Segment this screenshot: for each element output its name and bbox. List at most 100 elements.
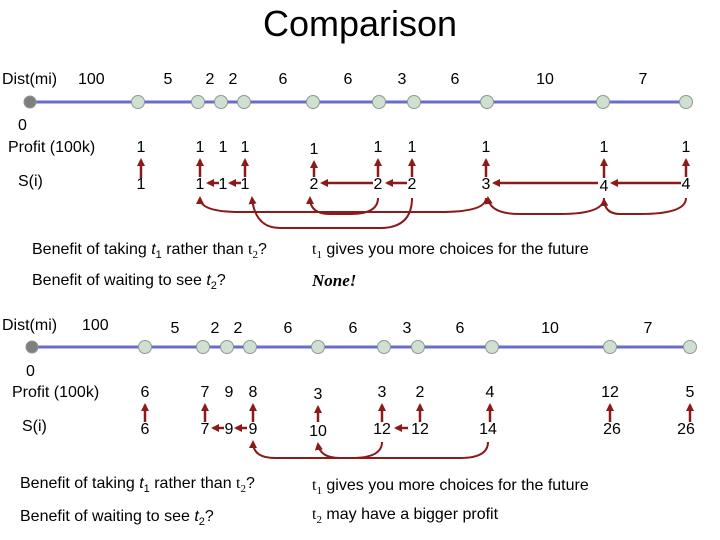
profit-row: 1 1 1 1 1 1 1 1 1 1 bbox=[137, 139, 691, 158]
site-node bbox=[377, 340, 391, 354]
distance-label: 3 bbox=[398, 71, 407, 88]
profit-value: 1 bbox=[374, 139, 383, 156]
s-curve bbox=[196, 196, 487, 213]
s-curve bbox=[484, 196, 605, 215]
s-value: 6 bbox=[141, 421, 150, 438]
q1-t2-sub: 2 bbox=[253, 249, 259, 261]
site-node bbox=[237, 95, 251, 109]
dist-label: Dist(mi) bbox=[2, 71, 57, 88]
profit-label: Profit (100k) bbox=[8, 139, 95, 156]
q2-pre: Benefit of waiting to see bbox=[20, 508, 194, 525]
distance-label: 6 bbox=[451, 71, 460, 88]
s-value: 10 bbox=[309, 423, 327, 440]
s-value: 2 bbox=[310, 176, 319, 193]
q2-sub: 2 bbox=[211, 280, 217, 292]
s-curves bbox=[196, 196, 687, 229]
q2-t: t bbox=[206, 272, 211, 289]
profit-value: 1 bbox=[241, 139, 250, 156]
a1-rest: gives you more choices for the future bbox=[322, 241, 589, 258]
profit-value: 1 bbox=[219, 139, 228, 156]
q2-end: ? bbox=[205, 508, 214, 525]
site-node bbox=[603, 340, 617, 354]
s-value: 1 bbox=[196, 176, 205, 193]
s-value: 12 bbox=[373, 421, 391, 438]
s-row: 1 1 1 1 2 2 2 3 4 4 bbox=[137, 176, 691, 195]
a1-sub: 1 bbox=[316, 249, 322, 261]
a1-t: t bbox=[312, 241, 317, 258]
profit-value: 2 bbox=[416, 384, 425, 401]
a2-sub: 2 bbox=[316, 514, 322, 526]
profit-value: 9 bbox=[225, 384, 234, 401]
profit-value: 1 bbox=[682, 139, 691, 156]
profit-value: 1 bbox=[600, 139, 609, 156]
site-node bbox=[679, 95, 693, 109]
q1-t2-sub: 2 bbox=[241, 483, 247, 495]
profit-value: 4 bbox=[486, 384, 495, 401]
site-node bbox=[480, 95, 494, 109]
profit-arrows bbox=[137, 158, 690, 178]
distance-label: 3 bbox=[403, 320, 412, 337]
distance-label: 10 bbox=[536, 71, 554, 88]
q1-pre: Benefit of taking bbox=[20, 475, 139, 492]
s-value: 4 bbox=[682, 176, 691, 193]
site-node bbox=[138, 340, 152, 354]
route-nodes bbox=[25, 340, 697, 354]
s-value: 14 bbox=[479, 421, 497, 438]
question-benefit-waiting: Benefit of waiting to see t2? bbox=[20, 508, 214, 528]
site-node bbox=[411, 340, 425, 354]
dist-start-value: 100 bbox=[82, 317, 109, 334]
profit-value: 3 bbox=[314, 386, 323, 403]
start-extra-label: 0 bbox=[26, 363, 35, 380]
q2-sub: 2 bbox=[199, 516, 205, 528]
q1-mid: rather than bbox=[150, 475, 236, 492]
s-curves bbox=[249, 440, 489, 459]
site-node bbox=[407, 95, 421, 109]
s-curve bbox=[314, 441, 383, 459]
distance-label: 6 bbox=[279, 71, 288, 88]
q1-t2: t bbox=[236, 475, 241, 492]
a2-rest: may have a bigger profit bbox=[322, 506, 499, 523]
dist-start-value: 100 bbox=[78, 71, 105, 88]
site-node bbox=[372, 95, 386, 109]
distance-label: 2 bbox=[206, 71, 215, 88]
start-node bbox=[23, 95, 37, 109]
profit-value: 3 bbox=[378, 384, 387, 401]
dist-label: Dist(mi) bbox=[2, 317, 57, 334]
site-node bbox=[220, 340, 234, 354]
profit-value: 1 bbox=[482, 139, 491, 156]
s-curve bbox=[248, 196, 413, 229]
profit-value: 8 bbox=[249, 384, 258, 401]
profit-value: 1 bbox=[408, 139, 417, 156]
question-benefit-waiting: Benefit of waiting to see t2? bbox=[32, 272, 226, 292]
s-curve bbox=[249, 440, 489, 459]
answer-benefit-taking: t1 gives you more choices for the future bbox=[312, 241, 589, 261]
distance-label: 7 bbox=[639, 71, 648, 88]
profit-row: 6 7 9 8 3 3 2 4 12 5 bbox=[141, 384, 695, 403]
site-node bbox=[243, 340, 257, 354]
profit-value: 1 bbox=[310, 141, 319, 158]
distance-label: 2 bbox=[211, 320, 220, 337]
distance-label: 6 bbox=[456, 320, 465, 337]
profit-value: 1 bbox=[137, 139, 146, 156]
profit-value: 7 bbox=[201, 384, 210, 401]
site-node bbox=[214, 95, 228, 109]
distance-label: 2 bbox=[229, 71, 238, 88]
s-value: 1 bbox=[219, 176, 228, 193]
s-value: 9 bbox=[225, 421, 234, 438]
distance-label: 6 bbox=[284, 320, 293, 337]
answer-benefit-waiting: t2 may have a bigger profit bbox=[312, 506, 499, 526]
profit-value: 1 bbox=[196, 139, 205, 156]
s-value: 2 bbox=[408, 176, 417, 193]
q1-t2: t bbox=[248, 241, 253, 258]
distance-label: 2 bbox=[234, 320, 243, 337]
q1-end: ? bbox=[258, 241, 267, 258]
distance-label: 5 bbox=[171, 320, 180, 337]
q1-t1-sub: 1 bbox=[144, 483, 150, 495]
s-value: 1 bbox=[241, 176, 250, 193]
q1-t1-sub: 1 bbox=[156, 249, 162, 261]
site-node bbox=[196, 340, 210, 354]
s-value: 1 bbox=[137, 176, 146, 193]
answer-benefit-taking: t1 gives you more choices for the future bbox=[312, 477, 589, 497]
site-node bbox=[683, 340, 697, 354]
s-value: 7 bbox=[201, 421, 210, 438]
